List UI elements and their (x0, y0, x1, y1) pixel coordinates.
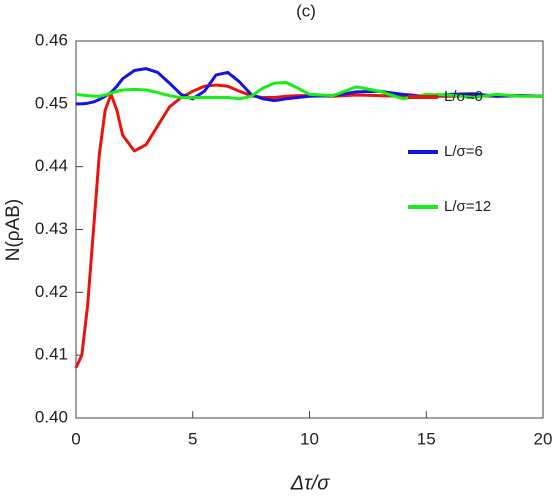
x-tick-label: 15 (417, 429, 436, 448)
series-line (74, 83, 544, 369)
legend-label: L/σ=6 (444, 143, 483, 160)
y-tick-label: 0.41 (35, 345, 68, 364)
y-tick-label: 0.42 (35, 282, 68, 301)
x-tick-label: 20 (534, 429, 553, 448)
y-tick-label: 0.40 (35, 407, 68, 426)
chart-title: (c) (296, 1, 316, 20)
legend-label: L/σ=0 (444, 88, 483, 105)
y-tick-label: 0.43 (35, 219, 68, 238)
x-axis-label: Δτ/σ (290, 472, 330, 494)
x-tick-label: 0 (71, 429, 80, 448)
x-tick-label: 5 (188, 429, 197, 448)
y-tick-label: 0.44 (35, 156, 68, 175)
y-axis-label: N(ρAB) (3, 199, 24, 262)
x-tick-label: 10 (300, 429, 319, 448)
y-tick-label: 0.45 (35, 93, 68, 112)
legend-label: L/σ=12 (444, 198, 491, 215)
y-tick-label: 0.46 (35, 30, 68, 49)
